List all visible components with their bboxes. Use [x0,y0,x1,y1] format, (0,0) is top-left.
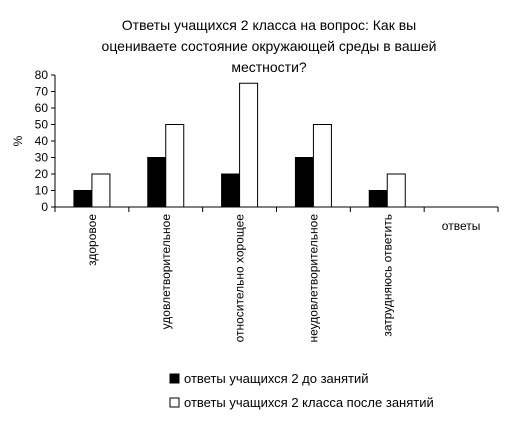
category-label: затрудняюсь ответить [380,214,394,337]
legend-swatch [169,373,180,384]
chart-title-line: оцениваете состояние окружающей среды в … [102,38,437,54]
y-tick-label: 0 [41,200,48,214]
category-labels: здоровое удовлетворительное относительно х… [85,214,394,343]
bar-series-2 [386,173,406,208]
y-tick-label: 30 [35,151,49,165]
y-axis-label: % [11,135,25,146]
chart-title: Ответы учащихся 2 класса на вопрос: Как … [102,17,437,75]
category-label: относительно хорощее [233,214,247,343]
bar-series-2 [91,173,111,208]
y-tick-label: 10 [35,184,49,198]
legend-label: ответы учащихся 2 до занятий [184,371,369,386]
bar-series-1 [221,173,241,208]
bar-series-1 [147,157,167,208]
chart-title-line: местности? [231,59,307,75]
y-axis: 0 10 20 30 40 50 60 70 80 [35,68,56,214]
bar-series-2 [312,124,332,208]
bars [73,82,406,208]
y-tick-label: 60 [35,101,49,115]
legend-label: ответы учащихся 2 класса после занятий [184,395,434,410]
category-label: неудовлетворительное [306,214,320,343]
y-tick-label: 50 [35,118,49,132]
bar-series-1 [368,190,388,208]
x-axis-label: ответы [442,219,481,233]
y-tick-label: 40 [35,134,49,148]
bar-series-1 [73,190,93,208]
x-axis [54,206,499,212]
y-tick-label: 20 [35,167,49,181]
bar-series-2 [165,124,185,208]
legend: ответы учащихся 2 до занятий ответы учащи… [169,371,434,410]
y-tick-label: 80 [35,68,49,82]
category-label: здоровое [85,214,99,266]
y-tick-label: 70 [35,85,49,99]
category-label: удовлетворительное [159,214,173,330]
bar-series-1 [294,157,314,208]
bar-series-2 [239,82,259,208]
chart-title-line: Ответы учащихся 2 класса на вопрос: Как … [122,17,416,33]
legend-swatch [169,397,180,408]
